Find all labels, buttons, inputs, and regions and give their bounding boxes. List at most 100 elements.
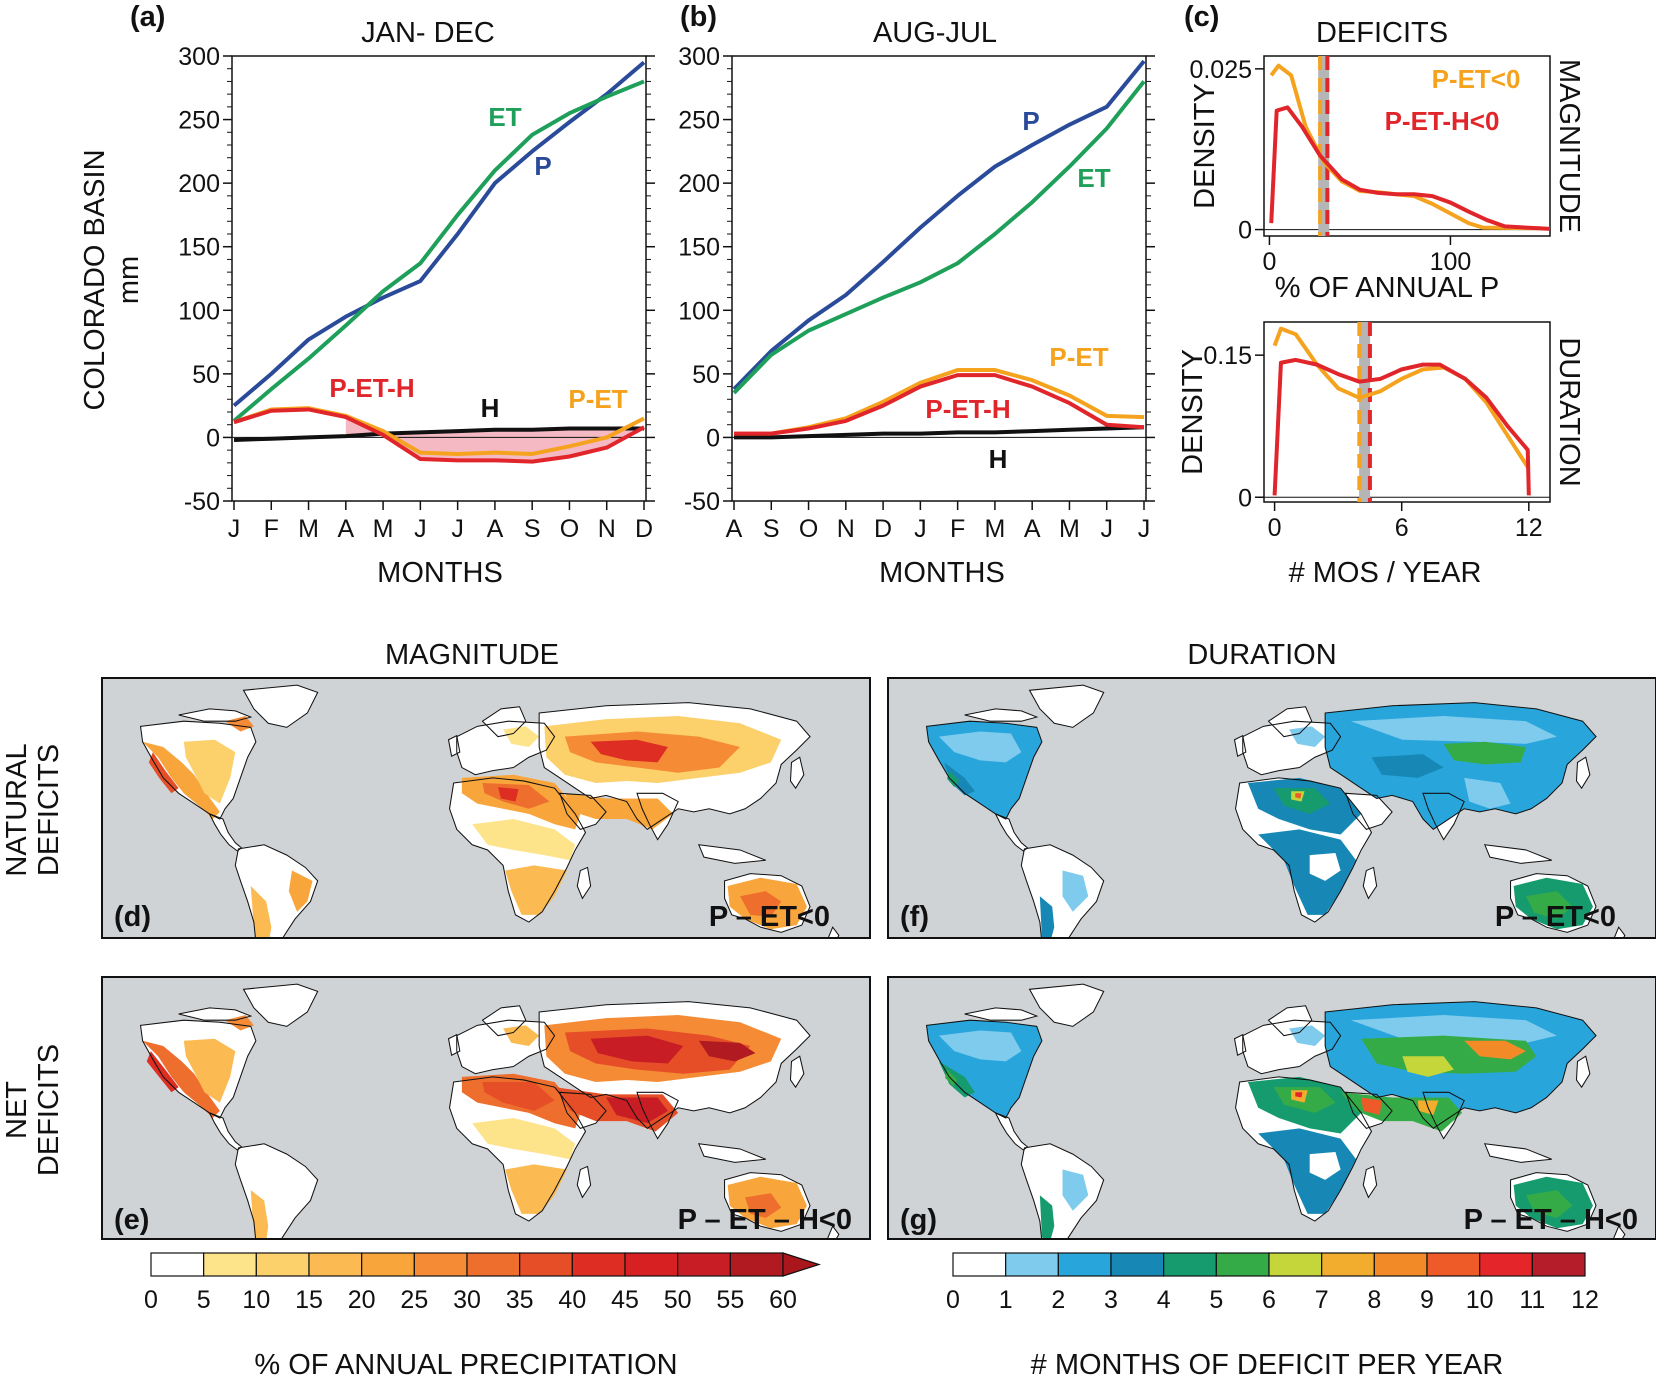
map-g-label: (g) — [900, 1204, 937, 1236]
colorbar-tick-label: 4 — [1157, 1286, 1171, 1314]
coastline-south-america — [1020, 844, 1105, 938]
x-tick-label: D — [635, 515, 653, 543]
deficit-region — [938, 731, 1022, 763]
panel-a-title: JAN- DEC — [361, 17, 495, 49]
coastline-africa — [449, 777, 587, 923]
deficit-region — [1062, 1169, 1089, 1211]
panel-a-series — [232, 60, 646, 464]
colorbar-tick-label: 7 — [1315, 1286, 1329, 1314]
panel-a-p-label: P — [534, 151, 551, 181]
panel-b-series — [732, 59, 1146, 440]
coastline-arabia — [1345, 792, 1393, 830]
colorbar-tick-label: 55 — [716, 1286, 744, 1314]
deficit-region — [497, 787, 519, 802]
y-tick-label: 300 — [178, 43, 220, 71]
x-tick-label: J — [228, 515, 241, 543]
deficit-region — [1039, 1195, 1055, 1239]
colorbar-magnitude-title: % OF ANNUAL PRECIPITATION — [254, 1349, 677, 1381]
colorbar-swatch — [571, 1252, 626, 1277]
map-e-frame — [101, 976, 871, 1240]
land-group — [139, 684, 840, 938]
panel-b-y-axis: -50 0 50 100 150 200 250 300 — [678, 43, 1155, 516]
coastline-north-america — [139, 720, 257, 820]
colorbar-tick-label: 1 — [999, 1286, 1013, 1314]
y-tick-label: -50 — [684, 488, 720, 516]
coastline-north-america — [925, 1019, 1043, 1119]
map-g-frame — [887, 976, 1656, 1240]
x-tick-label: F — [264, 515, 279, 543]
colorbar-tick-label: 50 — [664, 1286, 692, 1314]
colorbar-tick-label: 8 — [1367, 1286, 1381, 1314]
maps-row-label-natural-1: NATURAL — [1, 743, 33, 876]
x-tick-label: M — [373, 515, 394, 543]
panel-b-p-label: P — [1022, 106, 1039, 136]
deficit-region — [1350, 716, 1557, 744]
deficit-region — [142, 741, 220, 820]
colorbar-swatch — [1373, 1252, 1428, 1277]
coastline-japan — [1575, 756, 1591, 790]
coastline-india — [1422, 792, 1465, 841]
coastline-canadian-arctic — [964, 1007, 1039, 1021]
land-japan — [1576, 757, 1590, 789]
land-indonesia — [698, 1143, 766, 1163]
deficit-region — [503, 726, 540, 747]
panel-c-legend-peth: P-ET-H<0 — [1385, 106, 1500, 136]
coastline-asia — [1324, 702, 1597, 831]
coastline-africa — [1235, 777, 1373, 923]
coastline-africa — [1235, 1076, 1373, 1222]
colorbar-tick-label: 40 — [558, 1286, 586, 1314]
x-tick-label: J — [1138, 515, 1151, 543]
land-indonesia — [1484, 1143, 1552, 1163]
deficit-region — [250, 885, 272, 938]
deficit-region — [1402, 1056, 1454, 1077]
map-e-label: (e) — [114, 1204, 149, 1236]
coastline-arabia — [1345, 1091, 1393, 1129]
map-panel-g — [888, 977, 1656, 1239]
coastline-india — [636, 1091, 679, 1140]
panel-c-bottom-ylabel: DENSITY — [1177, 349, 1209, 475]
panel-b-title: AUG-JUL — [873, 17, 997, 49]
colorbar-swatch — [1005, 1252, 1059, 1277]
colorbar-tick-label: 10 — [242, 1286, 270, 1314]
deficit-region — [1309, 853, 1341, 881]
x-tick-label: S — [763, 515, 780, 543]
panel-b-peth-label: P-ET-H — [925, 394, 1010, 424]
coastline-central-america — [208, 812, 243, 852]
panel-c-label: (c) — [1184, 1, 1219, 33]
y-tick-label: 50 — [692, 361, 720, 389]
deficit-region — [590, 1035, 684, 1064]
coastline-madagascar — [576, 1165, 592, 1199]
x-tick-label: M — [1059, 515, 1080, 543]
panel-b-pet-label: P-ET — [1049, 342, 1108, 372]
coastline-europe — [1242, 720, 1342, 776]
deficit-region — [1526, 891, 1573, 919]
y-tick-label: 150 — [678, 234, 720, 262]
colorbar-swatch — [1110, 1252, 1165, 1277]
colorbar-swatch — [1531, 1252, 1586, 1277]
colorbar-tick-label: 5 — [1209, 1286, 1223, 1314]
deficit-region — [1309, 1152, 1341, 1180]
panel-a-et-label: ET — [488, 102, 521, 132]
coastline-scandinavia — [481, 1005, 527, 1037]
panel-c-bottom-x-axis: 0 6 12 — [1268, 502, 1543, 542]
coastline-scandinavia — [481, 706, 527, 738]
colorbar-tick-label: 3 — [1104, 1286, 1118, 1314]
x-tick-label: 0 — [1268, 514, 1282, 542]
y-tick-label: 200 — [178, 170, 220, 198]
colorbar-tick-label: 6 — [1262, 1286, 1276, 1314]
panel-b-et-label: ET — [1077, 163, 1110, 193]
deficit-region — [288, 870, 313, 912]
colorbar-tick-label: 11 — [1519, 1286, 1545, 1314]
y-tick-label: 150 — [178, 234, 220, 262]
coastline-uk — [447, 1033, 461, 1056]
x-tick-label: 6 — [1395, 514, 1409, 542]
panel-c-top-xlabel: % OF ANNUAL P — [1275, 272, 1500, 304]
colorbar-swatch — [466, 1252, 521, 1277]
coastline-south-america — [234, 1143, 319, 1239]
deficit-region — [472, 1118, 576, 1160]
land-indonesia — [698, 844, 766, 864]
x-tick-label: M — [298, 515, 319, 543]
coastline-australia — [724, 1172, 811, 1232]
